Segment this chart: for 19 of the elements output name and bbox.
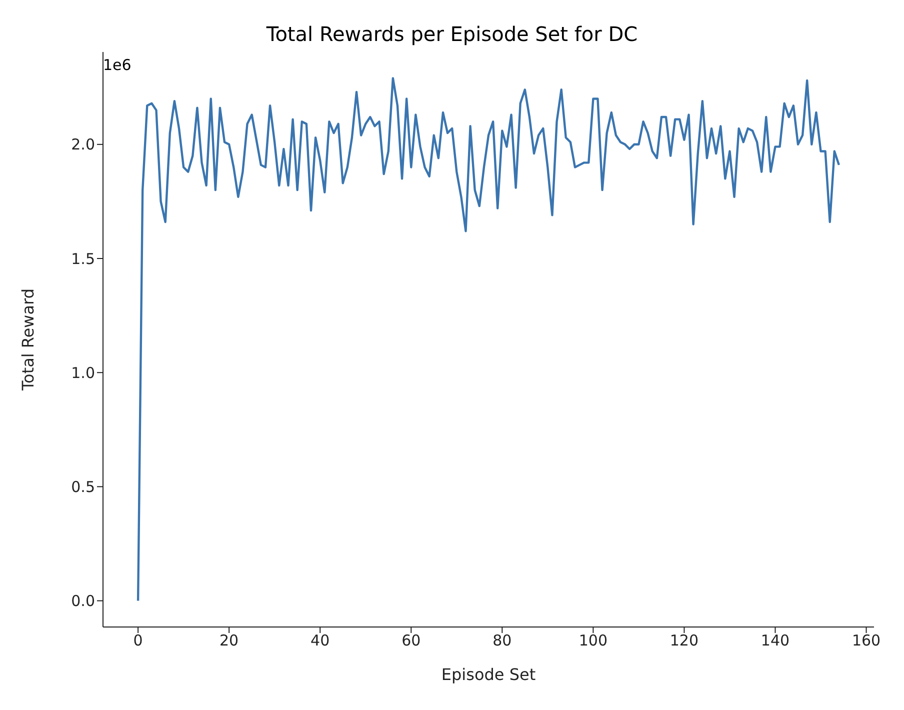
y-tick-label: 1.0: [71, 364, 95, 382]
x-tick-label: 0: [133, 632, 143, 650]
x-tick-label: 20: [220, 632, 239, 650]
y-axis-title: Total Reward: [18, 288, 38, 392]
x-tick-label: 40: [310, 632, 330, 650]
x-tick-label: 140: [760, 632, 790, 650]
x-tick-label: 60: [402, 632, 421, 650]
x-tick-label: 100: [578, 632, 608, 650]
x-tick-label: 120: [670, 632, 699, 650]
chart-title: Total Rewards per Episode Set for DC: [265, 22, 639, 46]
x-tick-label: 80: [492, 632, 512, 650]
y-tick-label: 2.0: [71, 136, 95, 154]
annotation: 1e6: [103, 56, 132, 74]
y-tick-label: 1.5: [71, 250, 95, 268]
x-tick-label: 160: [852, 632, 881, 650]
y-tick-label: 0.5: [71, 478, 95, 496]
x-axis-title: Episode Set: [441, 665, 536, 684]
y-tick-label: 0.0: [71, 592, 95, 610]
line-series: [136, 77, 840, 602]
